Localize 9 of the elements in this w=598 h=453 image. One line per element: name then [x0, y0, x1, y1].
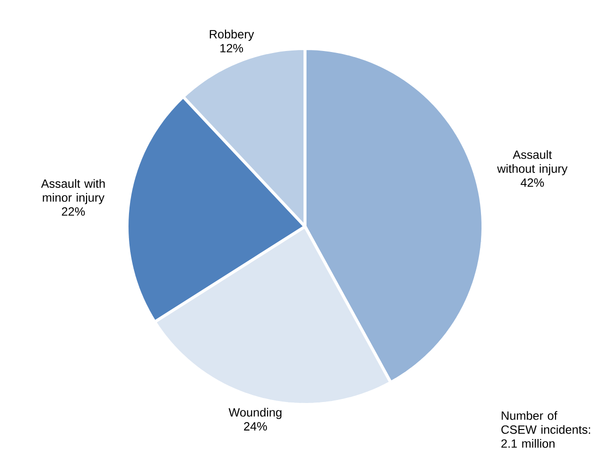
slice-label: Assault without injury: [497, 150, 568, 176]
slice-label: Robbery: [210, 30, 254, 41]
slice-label: Wounding: [228, 408, 282, 419]
data-label: 24%: [244, 422, 267, 431]
data-label: 22%: [62, 207, 85, 216]
text: Number of CSEW incidents: 2.1 million: [501, 411, 590, 448]
data-label: 42%: [520, 178, 544, 187]
slice-label: Assault with minor injury: [41, 179, 105, 204]
data-label: 12%: [220, 44, 243, 52]
